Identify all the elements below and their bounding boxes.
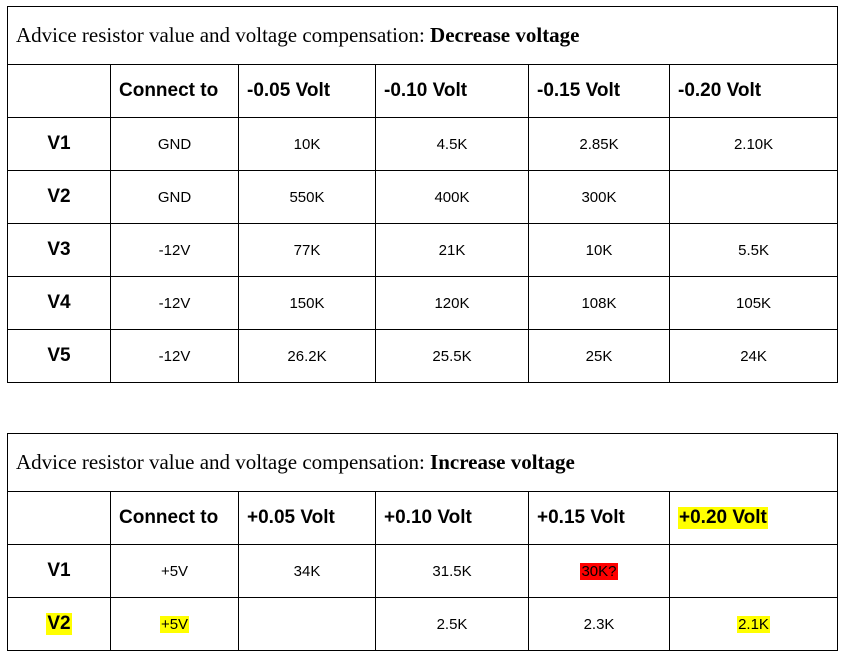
value-cell: 25K bbox=[528, 329, 670, 383]
decrease-header-row: Connect to -0.05 Volt -0.10 Volt -0.15 V… bbox=[7, 64, 839, 118]
header-connect-to: Connect to bbox=[110, 491, 239, 545]
header-plus-005: +0.05 Volt bbox=[238, 491, 376, 545]
header-cell-blank bbox=[7, 491, 111, 545]
connect-cell: +5V bbox=[110, 544, 239, 598]
connect-cell: -12V bbox=[110, 223, 239, 277]
connect-cell: GND bbox=[110, 170, 239, 224]
highlighted-row-label: V2 bbox=[46, 613, 72, 635]
row-label: V1 bbox=[7, 544, 111, 598]
value-cell: 21K bbox=[375, 223, 529, 277]
table-row: V4 -12V 150K 120K 108K 105K bbox=[7, 276, 839, 330]
connect-cell: +5V bbox=[110, 597, 239, 651]
value-cell: 2.3K bbox=[528, 597, 670, 651]
header-minus-015: -0.15 Volt bbox=[528, 64, 670, 118]
value-cell bbox=[668, 170, 839, 224]
value-cell: 4.5K bbox=[375, 117, 529, 171]
table-row: V1 GND 10K 4.5K 2.85K 2.10K bbox=[7, 117, 839, 171]
value-cell: 5.5K bbox=[668, 223, 839, 277]
row-label: V4 bbox=[7, 276, 111, 330]
value-cell: 2.1K bbox=[668, 597, 839, 651]
decrease-title-bold: Decrease voltage bbox=[430, 23, 580, 47]
value-cell: 25.5K bbox=[375, 329, 529, 383]
value-cell: 2.5K bbox=[375, 597, 529, 651]
header-plus-010: +0.10 Volt bbox=[375, 491, 529, 545]
value-cell: 550K bbox=[238, 170, 376, 224]
increase-header-row: Connect to +0.05 Volt +0.10 Volt +0.15 V… bbox=[7, 491, 839, 545]
header-plus-020: +0.20 Volt bbox=[668, 491, 839, 545]
value-cell: 2.10K bbox=[668, 117, 839, 171]
table-row: V2 GND 550K 400K 300K bbox=[7, 170, 839, 224]
value-cell: 108K bbox=[528, 276, 670, 330]
value-cell: 34K bbox=[238, 544, 376, 598]
increase-title-bold: Increase voltage bbox=[430, 450, 575, 474]
value-cell bbox=[238, 597, 376, 651]
connect-cell: GND bbox=[110, 117, 239, 171]
value-cell: 105K bbox=[668, 276, 839, 330]
value-cell: 120K bbox=[375, 276, 529, 330]
value-cell: 2.85K bbox=[528, 117, 670, 171]
row-label: V2 bbox=[7, 597, 111, 651]
value-cell: 26.2K bbox=[238, 329, 376, 383]
value-cell: 31.5K bbox=[375, 544, 529, 598]
connect-cell: -12V bbox=[110, 329, 239, 383]
decrease-table-title: Advice resistor value and voltage compen… bbox=[6, 6, 839, 65]
value-cell: 24K bbox=[668, 329, 839, 383]
header-plus-015: +0.15 Volt bbox=[528, 491, 670, 545]
table-row: V1 +5V 34K 31.5K 30K? bbox=[7, 544, 839, 598]
highlighted-header: +0.20 Volt bbox=[678, 507, 768, 529]
decrease-voltage-table: Advice resistor value and voltage compen… bbox=[6, 6, 839, 383]
table-row: V5 -12V 26.2K 25.5K 25K 24K bbox=[7, 329, 839, 383]
row-label: V1 bbox=[7, 117, 111, 171]
highlighted-uncertain-value: 30K? bbox=[580, 562, 618, 580]
table-row: V3 -12V 77K 21K 10K 5.5K bbox=[7, 223, 839, 277]
increase-voltage-table: Advice resistor value and voltage compen… bbox=[6, 433, 839, 651]
highlighted-connect-value: +5V bbox=[159, 615, 190, 633]
table-row: V2 +5V 2.5K 2.3K 2.1K bbox=[7, 597, 839, 651]
header-minus-020: -0.20 Volt bbox=[668, 64, 839, 118]
value-cell: 150K bbox=[238, 276, 376, 330]
value-cell: 30K? bbox=[528, 544, 670, 598]
value-cell: 300K bbox=[528, 170, 670, 224]
row-label: V5 bbox=[7, 329, 111, 383]
increase-table-title: Advice resistor value and voltage compen… bbox=[6, 433, 839, 492]
header-minus-010: -0.10 Volt bbox=[375, 64, 529, 118]
value-cell: 10K bbox=[238, 117, 376, 171]
value-cell: 77K bbox=[238, 223, 376, 277]
row-label: V2 bbox=[7, 170, 111, 224]
highlighted-value: 2.1K bbox=[737, 615, 770, 633]
header-connect-to: Connect to bbox=[110, 64, 239, 118]
row-label: V3 bbox=[7, 223, 111, 277]
value-cell: 10K bbox=[528, 223, 670, 277]
header-minus-005: -0.05 Volt bbox=[238, 64, 376, 118]
header-cell-blank bbox=[7, 64, 111, 118]
connect-cell: -12V bbox=[110, 276, 239, 330]
value-cell bbox=[668, 544, 839, 598]
value-cell: 400K bbox=[375, 170, 529, 224]
